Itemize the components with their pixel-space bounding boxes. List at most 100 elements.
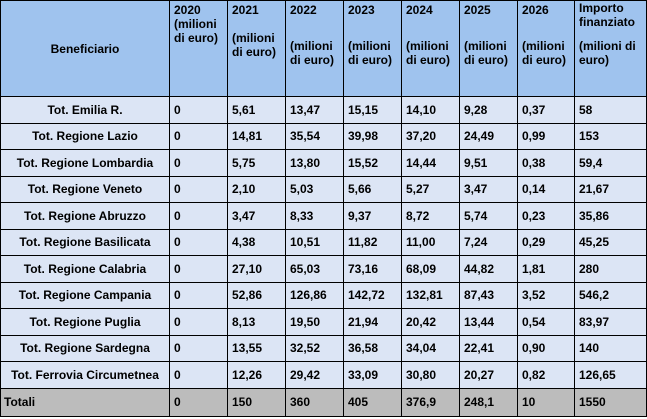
value-cell: 3,52: [517, 281, 575, 309]
header-unit: (milioni di euro): [406, 39, 450, 67]
value-cell: 35,54: [285, 122, 344, 150]
value-cell: 10,51: [285, 228, 344, 256]
beneficiary-name: Tot. Regione Abruzzo: [0, 202, 170, 230]
value-cell: 15,15: [343, 96, 402, 124]
value-cell: 20,42: [401, 308, 460, 336]
table-row: Tot. Regione Basilicata 0 4,38 10,51 11,82 11…: [0, 228, 647, 256]
value-cell: 12,26: [227, 361, 286, 389]
table-row: Tot. Regione Sardegna 0 13,55 32,52 36,58 34,…: [0, 334, 647, 362]
header-unit: (milioni di euro): [348, 39, 392, 67]
value-cell: 36,58: [343, 334, 402, 362]
value-cell: 87,43: [459, 281, 518, 309]
value-cell: 5,75: [227, 149, 286, 177]
value-cell: 52,86: [227, 281, 286, 309]
value-cell: 5,03: [285, 175, 344, 203]
value-cell: 0,82: [517, 361, 575, 389]
value-cell: 0,29: [517, 228, 575, 256]
value-cell: 0,90: [517, 334, 575, 362]
value-cell: 0: [169, 361, 228, 389]
value-cell: 9,51: [459, 149, 518, 177]
beneficiary-name: Tot. Ferrovia Circumetnea: [0, 361, 170, 389]
value-cell: 0: [169, 334, 228, 362]
value-cell: 0: [169, 175, 228, 203]
beneficiary-name: Tot. Regione Campania: [0, 281, 170, 309]
totals-cell: 0: [169, 387, 228, 417]
value-cell: 0: [169, 122, 228, 150]
header-year: Importo finanziato: [579, 1, 635, 30]
value-cell: 13,55: [227, 334, 286, 362]
value-cell: 21,94: [343, 308, 402, 336]
header-2022: 2022 (milioni di euro): [285, 0, 344, 97]
value-cell: 19,50: [285, 308, 344, 336]
totals-cell: 150: [227, 387, 286, 417]
beneficiary-name: Tot. Regione Lombardia: [0, 149, 170, 177]
beneficiary-name: Tot. Regione Basilicata: [0, 228, 170, 256]
header-year: 2021: [232, 3, 259, 17]
value-cell: 45,25: [574, 228, 647, 256]
value-cell: 11,00: [401, 228, 460, 256]
beneficiary-name: Tot. Regione Sardegna: [0, 334, 170, 362]
value-cell: 13,47: [285, 96, 344, 124]
value-cell: 0,38: [517, 149, 575, 177]
table-row: Tot. Regione Veneto 0 2,10 5,03 5,66 5,27 3,47…: [0, 175, 647, 203]
totals-cell: 248,1: [459, 387, 518, 417]
value-cell: 9,37: [343, 202, 402, 230]
value-cell: 14,44: [401, 149, 460, 177]
value-cell: 9,28: [459, 96, 518, 124]
value-cell: 68,09: [401, 255, 460, 283]
value-cell: 5,61: [227, 96, 286, 124]
value-cell: 142,72: [343, 281, 402, 309]
value-cell: 0: [169, 228, 228, 256]
value-cell: 15,52: [343, 149, 402, 177]
header-2024: 2024 (milioni di euro): [401, 0, 460, 97]
beneficiary-name: Tot. Regione Veneto: [0, 175, 170, 203]
header-2020: 2020 (milioni di euro): [169, 0, 228, 97]
value-cell: 65,03: [285, 255, 344, 283]
value-cell: 0: [169, 281, 228, 309]
value-cell: 29,42: [285, 361, 344, 389]
value-cell: 5,66: [343, 175, 402, 203]
header-unit: (milioni di euro): [290, 39, 334, 67]
value-cell: 3,47: [459, 175, 518, 203]
table-body: Tot. Emilia R. 0 5,61 13,47 15,15 14,10 9,28 0,…: [0, 96, 647, 389]
table-row: Tot. Regione Abruzzo 0 3,47 8,33 9,37 8,72 5,7…: [0, 202, 647, 230]
value-cell: 5,74: [459, 202, 518, 230]
header-year: 2022: [290, 3, 317, 17]
table-row: Tot. Regione Calabria 0 27,10 65,03 73,16 68,…: [0, 255, 647, 283]
table-row: Tot. Emilia R. 0 5,61 13,47 15,15 14,10 9,28 0,…: [0, 96, 647, 124]
beneficiary-name: Tot. Regione Puglia: [0, 308, 170, 336]
value-cell: 126,86: [285, 281, 344, 309]
header-unit: (milioni di euro): [232, 31, 276, 59]
value-cell: 5,27: [401, 175, 460, 203]
value-cell: 30,80: [401, 361, 460, 389]
header-2025: 2025 (milioni di euro): [459, 0, 518, 97]
header-year: 2025: [464, 3, 491, 17]
value-cell: 58: [574, 96, 647, 124]
header-year: 2026: [522, 3, 549, 17]
value-cell: 126,65: [574, 361, 647, 389]
value-cell: 140: [574, 334, 647, 362]
value-cell: 7,24: [459, 228, 518, 256]
totals-row: Totali 0 150 360 405 376,9 248,1 10 1550: [0, 387, 647, 417]
value-cell: 280: [574, 255, 647, 283]
header-year: 2024: [406, 3, 433, 17]
value-cell: 153: [574, 122, 647, 150]
table-row: Tot. Regione Puglia 0 8,13 19,50 21,94 20,42 1…: [0, 308, 647, 336]
value-cell: 2,10: [227, 175, 286, 203]
value-cell: 0: [169, 308, 228, 336]
value-cell: 20,27: [459, 361, 518, 389]
value-cell: 37,20: [401, 122, 460, 150]
header-beneficiario: Beneficiario: [0, 0, 170, 97]
value-cell: 14,81: [227, 122, 286, 150]
value-cell: 33,09: [343, 361, 402, 389]
header-importo-finanziato: Importo finanziato (milioni di euro): [574, 0, 647, 97]
value-cell: 8,13: [227, 308, 286, 336]
value-cell: 35,86: [574, 202, 647, 230]
beneficiary-name: Tot. Emilia R.: [0, 96, 170, 124]
value-cell: 8,33: [285, 202, 344, 230]
table-row: Tot. Regione Campania 0 52,86 126,86 142,72 1…: [0, 281, 647, 309]
value-cell: 24,49: [459, 122, 518, 150]
header-unit: (milioni di euro): [174, 17, 218, 45]
value-cell: 22,41: [459, 334, 518, 362]
